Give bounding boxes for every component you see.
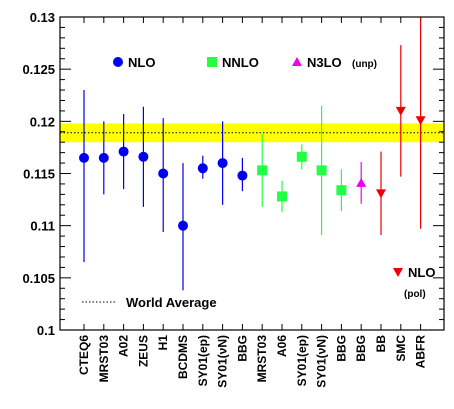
point-marker — [395, 106, 406, 116]
legend-label: NLO — [128, 55, 155, 70]
category-label: ZEUS — [136, 335, 150, 367]
legend: NLO NNLO N3LO (unp) NLO (pol) World Average — [82, 55, 435, 310]
legend-label: N3LO — [307, 55, 342, 70]
y-tick-label: 0.105 — [22, 271, 55, 286]
category-label: MRST03 — [97, 335, 111, 383]
y-tick-label: 0.12 — [30, 114, 55, 129]
legend-label: NNLO — [222, 55, 259, 70]
point-marker — [118, 146, 129, 157]
y-tick-label: 0.13 — [30, 10, 55, 25]
category-label: SY01(ep) — [295, 335, 309, 386]
point-marker — [207, 57, 217, 67]
category-label: ABFR — [414, 335, 428, 369]
point-marker — [415, 116, 426, 126]
point-marker — [158, 168, 169, 179]
x-axis: CTEQ6 MRST03 A02 ZEUS H1 BCDMS SY01(ep) SY01(νN… — [77, 17, 428, 388]
category-label: BB — [374, 335, 388, 353]
category-label: A02 — [117, 335, 131, 357]
category-label: BBG — [354, 335, 368, 362]
y-tick-label: 0.115 — [23, 167, 55, 182]
point-marker — [79, 152, 89, 163]
point-marker — [316, 165, 327, 176]
category-label: SY01(νN) — [216, 335, 230, 388]
y-tick-label: 0.125 — [22, 62, 55, 77]
y-axis: 0.1 0.105 0.11 0.115 0.12 0.125 0.13 — [22, 10, 444, 338]
point-marker — [376, 189, 386, 199]
y-tick-label: 0.1 — [37, 323, 55, 338]
point-marker — [356, 177, 367, 187]
legend-label: NLO — [408, 265, 435, 280]
category-label: BCDMS — [176, 335, 190, 379]
category-label: MRST03 — [255, 335, 269, 383]
category-label: CTEQ6 — [77, 335, 91, 375]
world-average-label: World Average — [126, 295, 217, 310]
point-marker — [257, 165, 268, 176]
world-average-band — [60, 123, 444, 143]
point-marker — [296, 151, 307, 162]
point-marker — [336, 185, 347, 196]
point-marker — [277, 191, 287, 202]
point-marker — [98, 152, 109, 163]
category-label: BBG — [334, 335, 348, 362]
category-label: SMC — [394, 335, 408, 362]
category-label: SY01(ep) — [196, 335, 210, 386]
legend-note: (unp) — [352, 59, 377, 70]
y-tick-label: 0.11 — [30, 219, 55, 234]
point-marker — [393, 268, 403, 277]
legend-note: (pol) — [404, 289, 426, 300]
category-label: SY01(νN) — [315, 335, 329, 388]
point-marker — [217, 158, 228, 169]
category-label: BBG — [235, 335, 249, 362]
category-label: A06 — [275, 335, 289, 357]
plot-frame — [59, 16, 445, 331]
point-marker — [113, 57, 123, 67]
point-marker — [178, 220, 188, 231]
point-marker — [292, 57, 302, 66]
data-points — [79, 17, 426, 291]
category-label: H1 — [156, 335, 170, 351]
point-marker — [197, 163, 208, 174]
point-marker — [138, 151, 149, 162]
point-marker — [237, 170, 248, 181]
